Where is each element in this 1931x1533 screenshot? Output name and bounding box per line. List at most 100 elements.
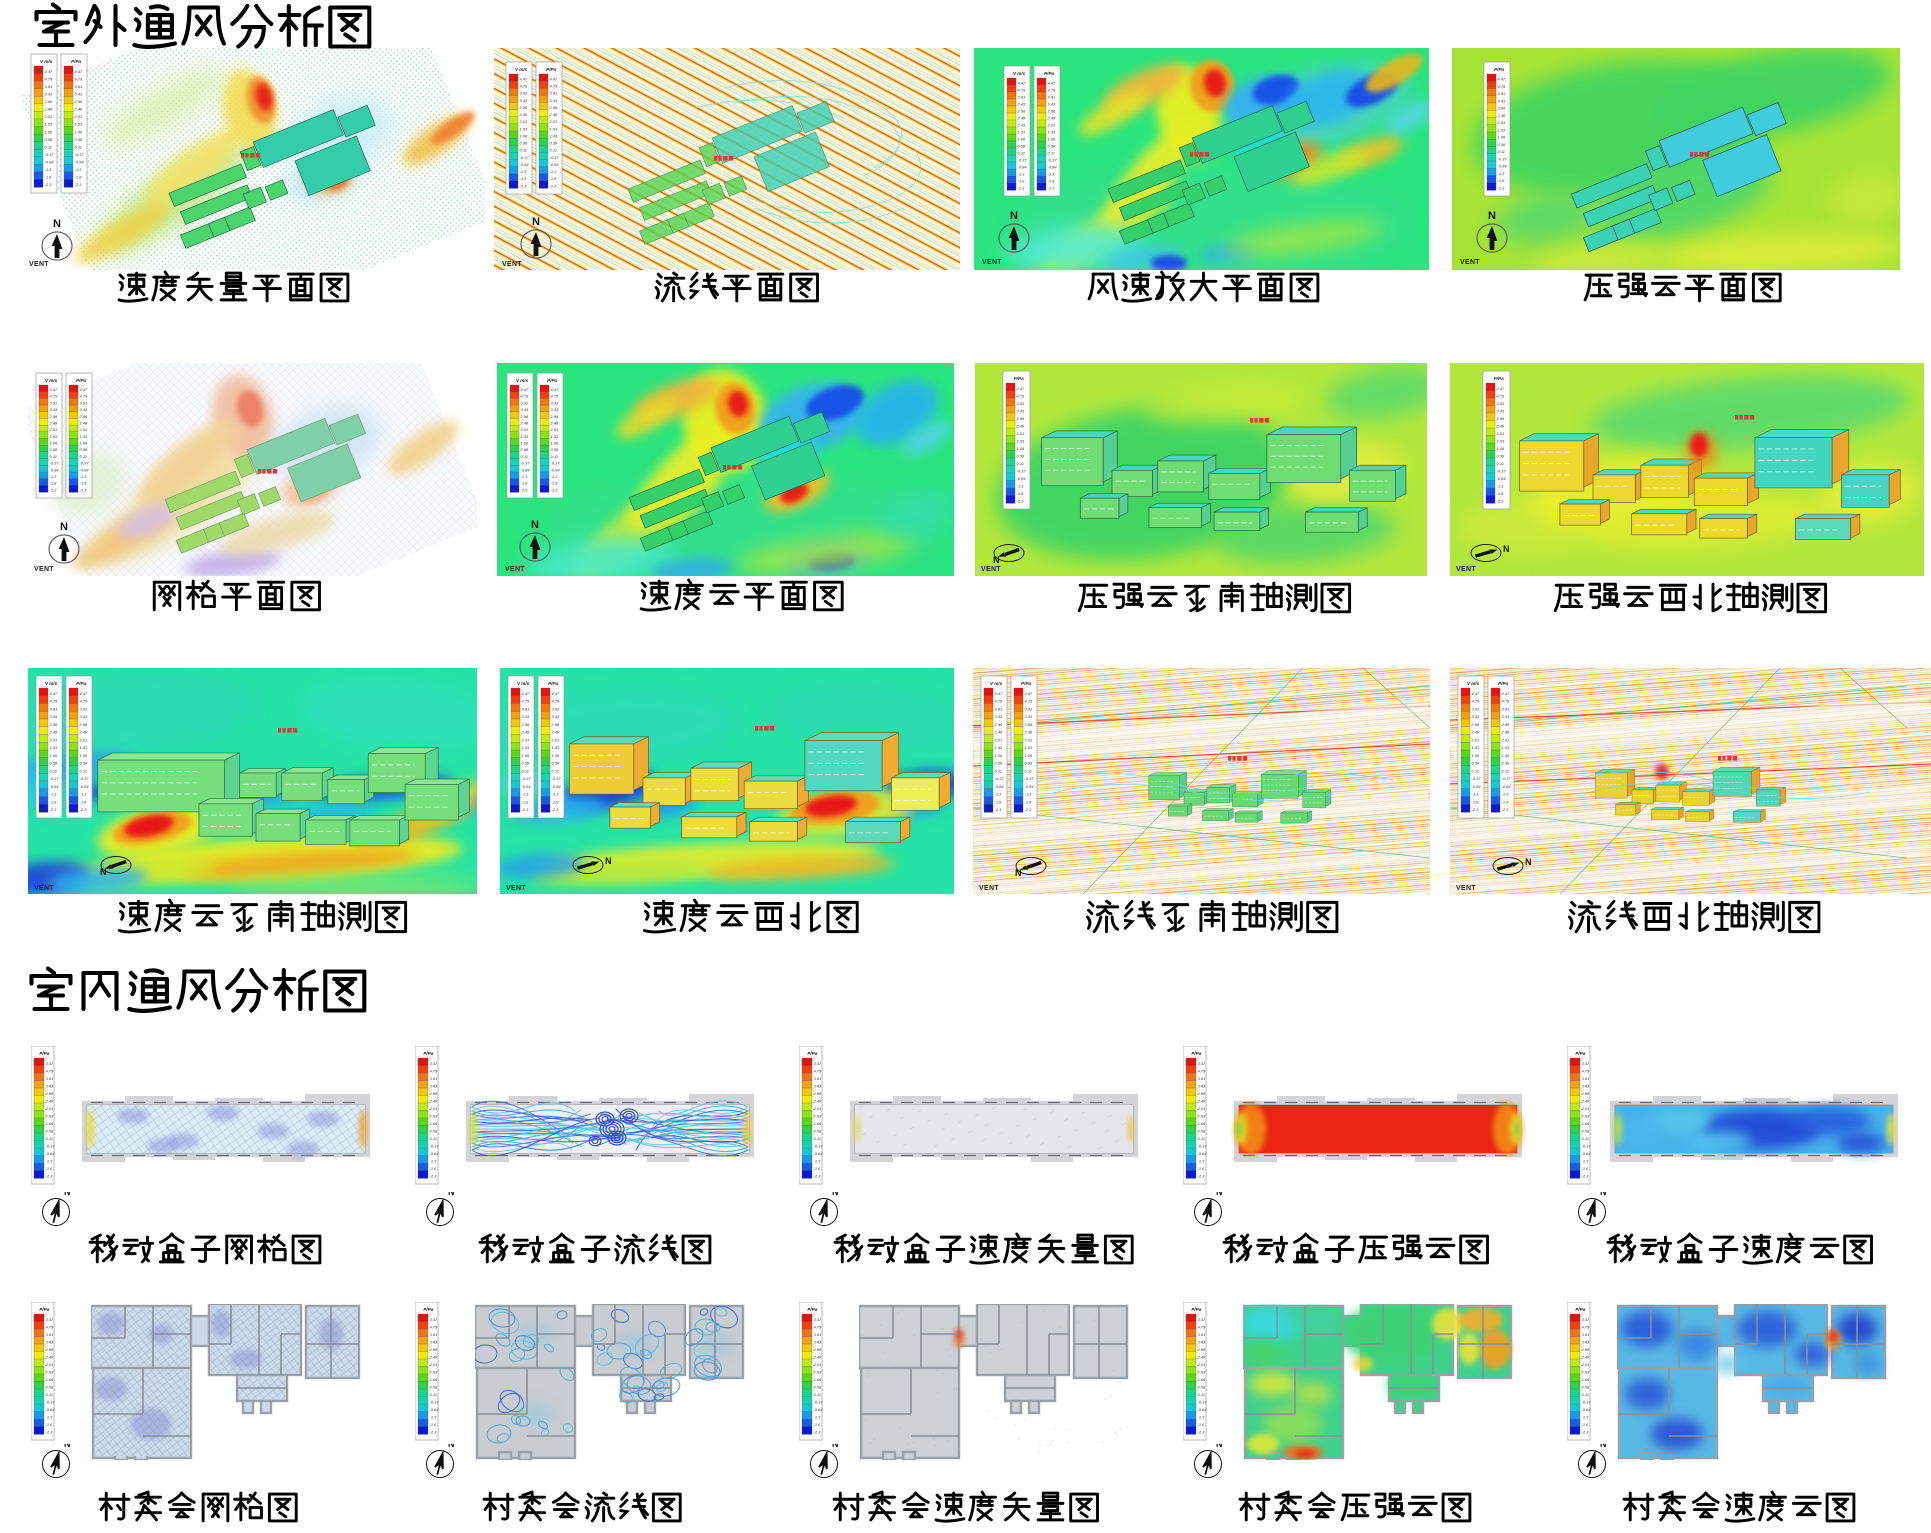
svg-text:N: N xyxy=(605,856,612,866)
svg-text:2.48: 2.48 xyxy=(44,107,54,112)
svg-text:3.91: 3.91 xyxy=(430,1076,438,1081)
svg-text:-1.8: -1.8 xyxy=(550,176,558,181)
svg-text:-0.84: -0.84 xyxy=(50,784,60,789)
svg-text:2.48: 2.48 xyxy=(45,1354,55,1359)
svg-text:1.53: 1.53 xyxy=(1582,1369,1591,1374)
svg-text:4.47: 4.47 xyxy=(1497,386,1506,391)
svg-text:2.01: 2.01 xyxy=(44,114,53,119)
svg-text:-2.3: -2.3 xyxy=(45,182,53,187)
svg-text:3.91: 3.91 xyxy=(551,400,559,405)
svg-text:4.47: 4.47 xyxy=(50,387,59,392)
svg-text:-1.8: -1.8 xyxy=(430,1422,438,1427)
svg-text:-0.37: -0.37 xyxy=(1017,468,1027,473)
svg-text:1.53: 1.53 xyxy=(50,745,59,750)
svg-text:-0.84: -0.84 xyxy=(1198,1407,1208,1412)
svg-text:4.47: 4.47 xyxy=(1198,1317,1207,1322)
svg-text:1.53: 1.53 xyxy=(1017,438,1026,443)
svg-text:3.43: 3.43 xyxy=(1198,1339,1207,1344)
svg-text:0.11: 0.11 xyxy=(1497,461,1505,466)
svg-text:-0.37: -0.37 xyxy=(814,1143,824,1148)
svg-text:1.06: 1.06 xyxy=(1582,1377,1591,1382)
svg-text:P/Pa: P/Pa xyxy=(1494,67,1504,72)
svg-text:0.58: 0.58 xyxy=(550,141,559,146)
svg-text:-1.3: -1.3 xyxy=(1018,171,1026,176)
svg-text:1.06: 1.06 xyxy=(1498,135,1507,140)
svg-text:4.79: 4.79 xyxy=(522,699,531,704)
svg-text:2.48: 2.48 xyxy=(1471,730,1481,735)
svg-text:0.58: 0.58 xyxy=(75,137,84,142)
svg-text:2.01: 2.01 xyxy=(429,1362,438,1367)
svg-text:1.53: 1.53 xyxy=(552,745,561,750)
svg-text:P/Pa: P/Pa xyxy=(423,1307,433,1312)
svg-text:-0.37: -0.37 xyxy=(46,1399,56,1404)
svg-text:-1.8: -1.8 xyxy=(75,175,83,180)
svg-text:-0.37: -0.37 xyxy=(430,1143,440,1148)
svg-text:-0.37: -0.37 xyxy=(1018,157,1028,162)
svg-text:4.47: 4.47 xyxy=(814,1317,823,1322)
svg-text:3.91: 3.91 xyxy=(521,400,529,405)
svg-text:0.11: 0.11 xyxy=(46,1136,54,1141)
svg-text:-2.3: -2.3 xyxy=(1472,807,1480,812)
svg-text:3.43: 3.43 xyxy=(550,98,559,103)
svg-text:1.53: 1.53 xyxy=(522,745,531,750)
svg-text:0.58: 0.58 xyxy=(1582,1128,1591,1133)
svg-text:4.79: 4.79 xyxy=(1497,393,1506,398)
svg-text:-0.37: -0.37 xyxy=(1582,1399,1592,1404)
svg-text:-1.8: -1.8 xyxy=(1498,178,1506,183)
svg-text:-2.3: -2.3 xyxy=(80,807,88,812)
svg-text:2.48: 2.48 xyxy=(1197,1354,1207,1359)
svg-text:-0.84: -0.84 xyxy=(550,162,560,167)
svg-text:3.43: 3.43 xyxy=(1048,101,1057,106)
svg-text:2.48: 2.48 xyxy=(1016,423,1026,428)
svg-text:2.48: 2.48 xyxy=(551,730,561,735)
svg-text:2.96: 2.96 xyxy=(994,722,1004,727)
svg-text:0.11: 0.11 xyxy=(995,768,1003,773)
svg-text:2.96: 2.96 xyxy=(1017,108,1027,113)
svg-text:-2.3: -2.3 xyxy=(814,1429,822,1434)
svg-text:VENT: VENT xyxy=(1456,885,1476,892)
svg-text:2.96: 2.96 xyxy=(550,414,560,419)
svg-text:-0.84: -0.84 xyxy=(521,467,531,472)
svg-text:-0.37: -0.37 xyxy=(1025,776,1035,781)
svg-text:-1.3: -1.3 xyxy=(814,1158,822,1163)
svg-text:3.43: 3.43 xyxy=(1025,714,1034,719)
svg-text:4.47: 4.47 xyxy=(520,76,529,81)
svg-text:3.91: 3.91 xyxy=(1497,401,1505,406)
svg-text:0.58: 0.58 xyxy=(551,447,560,452)
svg-text:3.43: 3.43 xyxy=(814,1083,823,1088)
svg-text:-1.8: -1.8 xyxy=(1502,799,1510,804)
svg-text:4.79: 4.79 xyxy=(50,699,59,704)
svg-text:3.43: 3.43 xyxy=(75,91,84,96)
svg-text:2.01: 2.01 xyxy=(1581,1362,1590,1367)
svg-text:4.47: 4.47 xyxy=(1582,1317,1591,1322)
svg-text:1.53: 1.53 xyxy=(46,1369,55,1374)
svg-text:P/Pa: P/Pa xyxy=(39,1307,49,1312)
svg-text:0.11: 0.11 xyxy=(814,1392,822,1397)
svg-text:-0.37: -0.37 xyxy=(1048,157,1058,162)
svg-text:-1.8: -1.8 xyxy=(814,1166,822,1171)
svg-text:2.96: 2.96 xyxy=(813,1091,823,1096)
svg-text:-1.8: -1.8 xyxy=(521,481,529,486)
svg-text:1.53: 1.53 xyxy=(46,1113,55,1118)
svg-text:3.91: 3.91 xyxy=(1502,706,1510,711)
svg-text:1.06: 1.06 xyxy=(1497,446,1506,451)
svg-text:-0.84: -0.84 xyxy=(1497,476,1507,481)
svg-text:2.96: 2.96 xyxy=(519,105,529,110)
svg-text:2.01: 2.01 xyxy=(1501,737,1510,742)
svg-text:1.06: 1.06 xyxy=(46,1377,55,1382)
svg-text:0.11: 0.11 xyxy=(50,768,58,773)
svg-text:-2.3: -2.3 xyxy=(520,183,528,188)
svg-text:2.96: 2.96 xyxy=(1501,722,1511,727)
svg-text:-1.8: -1.8 xyxy=(995,799,1003,804)
svg-text:3.91: 3.91 xyxy=(50,400,58,405)
svg-text:-0.84: -0.84 xyxy=(1582,1407,1592,1412)
svg-text:-1.8: -1.8 xyxy=(1025,799,1033,804)
svg-text:1.06: 1.06 xyxy=(521,441,530,446)
svg-text:-2.3: -2.3 xyxy=(1198,1429,1206,1434)
svg-text:-1.8: -1.8 xyxy=(80,481,88,486)
svg-text:-0.84: -0.84 xyxy=(1017,476,1027,481)
svg-text:-0.84: -0.84 xyxy=(430,1151,440,1156)
svg-text:N: N xyxy=(832,1192,839,1197)
svg-text:1.06: 1.06 xyxy=(814,1377,823,1382)
svg-text:-1.3: -1.3 xyxy=(1198,1414,1206,1419)
